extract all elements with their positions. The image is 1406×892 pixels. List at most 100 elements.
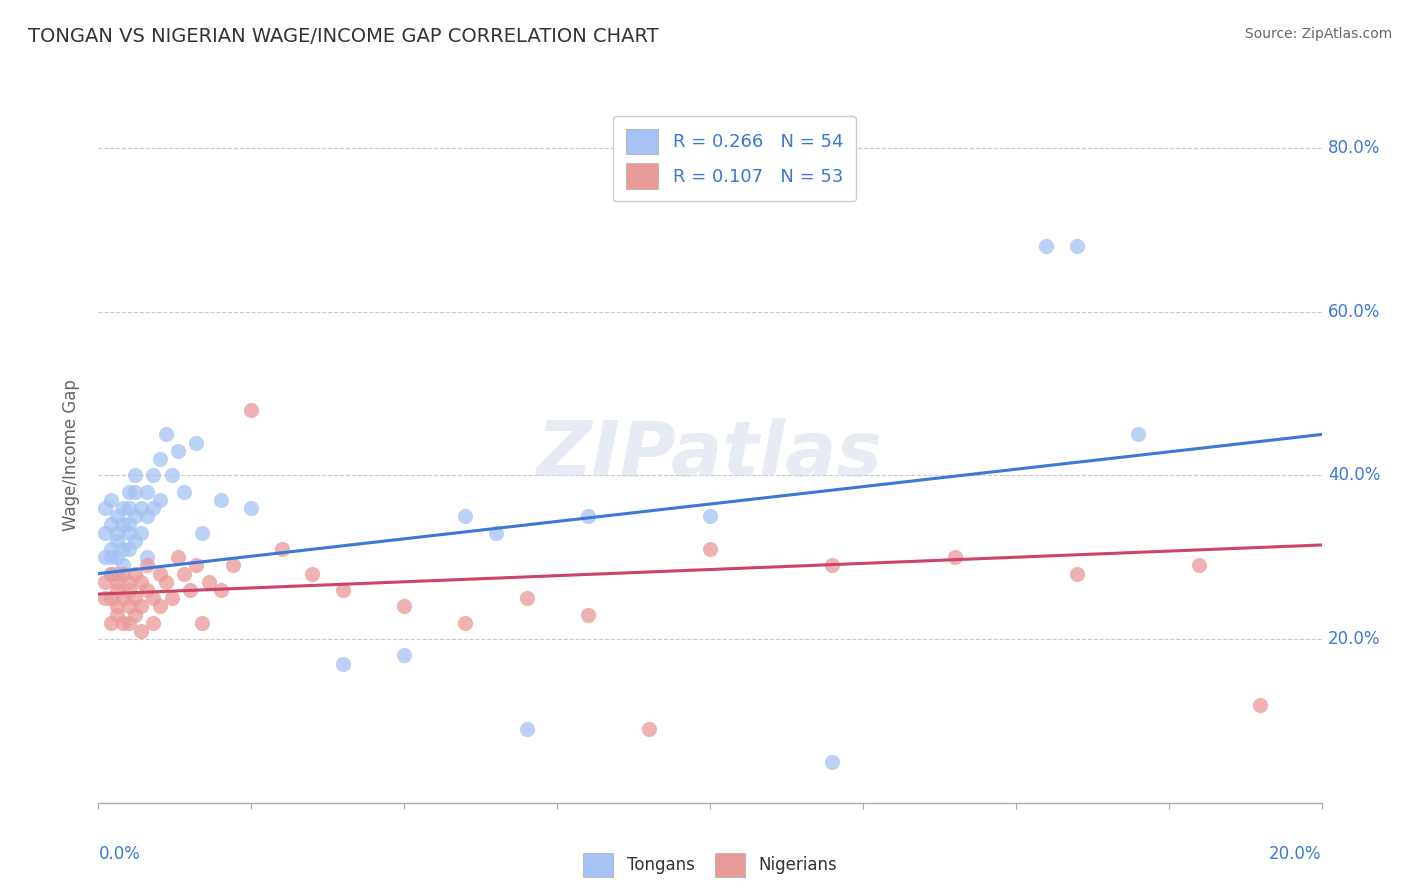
- Point: [149, 599, 172, 614]
- Point: [142, 615, 165, 630]
- Point: [392, 648, 416, 663]
- Point: [100, 615, 122, 630]
- Point: [516, 722, 538, 736]
- Point: [332, 582, 354, 597]
- Point: [105, 525, 128, 540]
- Point: [454, 615, 477, 630]
- Point: [821, 558, 844, 573]
- Point: [100, 542, 122, 557]
- Point: [485, 525, 508, 540]
- Point: [240, 403, 263, 417]
- Point: [124, 566, 146, 581]
- Text: 40.0%: 40.0%: [1327, 467, 1381, 484]
- Point: [173, 566, 195, 581]
- Point: [516, 591, 538, 606]
- Point: [100, 492, 122, 507]
- Point: [821, 755, 844, 769]
- Point: [105, 574, 128, 589]
- Point: [105, 607, 128, 622]
- Point: [118, 542, 141, 557]
- Text: ZIPatlas: ZIPatlas: [537, 418, 883, 491]
- Point: [222, 558, 245, 573]
- Point: [186, 435, 208, 450]
- Point: [142, 468, 165, 483]
- Point: [301, 566, 323, 581]
- Point: [167, 550, 190, 565]
- Point: [111, 615, 134, 630]
- Point: [637, 722, 661, 736]
- Point: [124, 591, 146, 606]
- Point: [1035, 239, 1057, 253]
- Point: [149, 492, 172, 507]
- Point: [149, 452, 172, 467]
- Point: [111, 591, 134, 606]
- Point: [1249, 698, 1271, 712]
- Point: [111, 501, 134, 516]
- Point: [270, 542, 292, 557]
- Point: [179, 582, 201, 597]
- Point: [392, 599, 416, 614]
- Point: [332, 657, 354, 671]
- Point: [118, 484, 141, 499]
- Point: [111, 558, 134, 573]
- Point: [100, 550, 122, 565]
- Point: [93, 525, 115, 540]
- Point: [105, 550, 128, 565]
- Point: [155, 427, 177, 442]
- Point: [129, 525, 152, 540]
- Point: [142, 591, 165, 606]
- Point: [118, 582, 141, 597]
- Point: [111, 566, 134, 581]
- Point: [93, 591, 115, 606]
- Point: [129, 501, 152, 516]
- Point: [454, 509, 477, 524]
- Point: [124, 533, 146, 548]
- Point: [173, 484, 195, 499]
- Point: [240, 501, 263, 516]
- Point: [167, 443, 190, 458]
- Point: [699, 509, 721, 524]
- Point: [105, 582, 128, 597]
- Point: [136, 550, 159, 565]
- Y-axis label: Wage/Income Gap: Wage/Income Gap: [62, 379, 80, 531]
- Point: [186, 558, 208, 573]
- Text: 60.0%: 60.0%: [1327, 302, 1381, 321]
- Point: [136, 558, 159, 573]
- Point: [111, 517, 134, 532]
- Point: [105, 599, 128, 614]
- Point: [1066, 566, 1088, 581]
- Point: [1188, 558, 1211, 573]
- Point: [93, 574, 115, 589]
- Point: [100, 517, 122, 532]
- Point: [100, 566, 122, 581]
- Point: [111, 542, 134, 557]
- Point: [118, 525, 141, 540]
- Point: [576, 509, 599, 524]
- Point: [209, 492, 232, 507]
- Point: [191, 615, 214, 630]
- Point: [118, 517, 141, 532]
- Point: [142, 501, 165, 516]
- Point: [129, 624, 152, 638]
- Point: [124, 509, 146, 524]
- Point: [160, 591, 183, 606]
- Point: [160, 468, 183, 483]
- Point: [1128, 427, 1150, 442]
- Point: [943, 550, 966, 565]
- Point: [118, 574, 141, 589]
- Point: [155, 574, 177, 589]
- Point: [118, 501, 141, 516]
- Point: [100, 591, 122, 606]
- Point: [136, 509, 159, 524]
- Point: [197, 574, 219, 589]
- Text: TONGAN VS NIGERIAN WAGE/INCOME GAP CORRELATION CHART: TONGAN VS NIGERIAN WAGE/INCOME GAP CORRE…: [28, 27, 659, 45]
- Point: [129, 599, 152, 614]
- Point: [118, 599, 141, 614]
- Point: [118, 615, 141, 630]
- Point: [93, 501, 115, 516]
- Text: 20.0%: 20.0%: [1270, 845, 1322, 863]
- Point: [124, 484, 146, 499]
- Point: [191, 525, 214, 540]
- Point: [105, 509, 128, 524]
- Text: 80.0%: 80.0%: [1327, 139, 1381, 157]
